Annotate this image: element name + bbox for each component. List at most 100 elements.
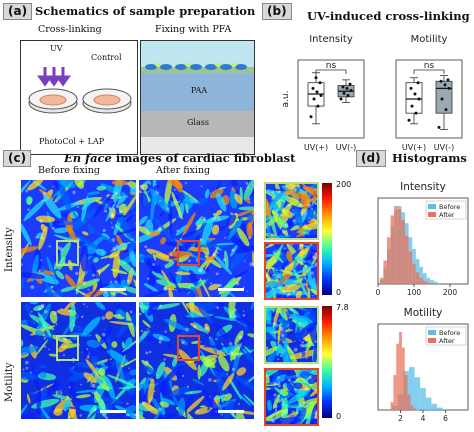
cell-fiber bbox=[168, 250, 193, 258]
speckle bbox=[208, 378, 212, 382]
speckle bbox=[290, 244, 294, 246]
speckle bbox=[52, 185, 54, 188]
cell-fiber bbox=[236, 313, 252, 321]
speckle bbox=[292, 219, 296, 223]
speckle bbox=[195, 363, 198, 365]
histogram-bar bbox=[405, 235, 409, 284]
cell-fiber bbox=[224, 250, 229, 269]
scale-bar bbox=[100, 410, 126, 413]
cell-fiber bbox=[34, 330, 44, 336]
cell-fiber bbox=[143, 283, 158, 292]
histogram-bar bbox=[430, 280, 434, 284]
cell-fiber bbox=[139, 290, 166, 297]
cell-fiber bbox=[153, 265, 163, 274]
speckle bbox=[142, 402, 146, 405]
cell-fiber bbox=[36, 385, 42, 416]
speckle bbox=[268, 255, 271, 257]
speckle bbox=[139, 312, 142, 316]
cell-fiber bbox=[266, 276, 287, 280]
data-point bbox=[447, 86, 451, 90]
speckle bbox=[101, 406, 104, 409]
cell-fiber bbox=[142, 401, 158, 415]
cell-fiber bbox=[175, 302, 191, 316]
speckle bbox=[169, 253, 173, 256]
histogram-bar bbox=[437, 283, 441, 284]
speckle bbox=[175, 200, 177, 203]
cell-fiber bbox=[280, 308, 285, 319]
cell-fiber bbox=[72, 209, 96, 231]
cell-fiber bbox=[95, 302, 106, 310]
cell-fiber bbox=[204, 189, 210, 199]
cell-fiber bbox=[110, 268, 128, 275]
data-point bbox=[414, 111, 418, 115]
boxplot-title: Motility bbox=[411, 34, 448, 45]
speckle bbox=[299, 244, 304, 247]
speckle bbox=[126, 182, 129, 186]
histogram-bar bbox=[433, 281, 438, 284]
uv-label: UV bbox=[50, 44, 63, 53]
cell-fiber bbox=[152, 254, 157, 261]
cell-fiber bbox=[299, 184, 317, 199]
data-point bbox=[314, 76, 318, 80]
speckle bbox=[146, 277, 150, 280]
cell-fiber bbox=[183, 395, 205, 415]
speckle bbox=[163, 338, 165, 340]
speckle bbox=[126, 402, 129, 405]
colorbar-intensity-min: 0 bbox=[336, 288, 342, 297]
cell-fiber bbox=[247, 213, 254, 223]
cell-fiber bbox=[39, 371, 47, 379]
speckle bbox=[68, 338, 71, 341]
cell-fiber bbox=[237, 227, 250, 247]
cell-fiber bbox=[98, 368, 106, 376]
cell-fiber bbox=[139, 410, 144, 418]
panel-b-letter: (b) bbox=[262, 3, 292, 20]
cell-fiber bbox=[310, 266, 314, 279]
cell-fiber bbox=[21, 413, 36, 419]
speckle bbox=[287, 378, 292, 382]
speckle bbox=[51, 226, 56, 231]
cell-fiber bbox=[304, 410, 313, 424]
cell-fiber bbox=[139, 412, 148, 419]
boxplot-area: Intensity a.u. ns UV(+) UV(-) Motility ns UV(+)… bbox=[281, 34, 463, 152]
data-point bbox=[339, 97, 343, 101]
speckle bbox=[86, 306, 88, 308]
cell-fiber bbox=[266, 380, 283, 385]
significance-bracket bbox=[315, 69, 347, 74]
speckle bbox=[148, 350, 152, 354]
speckle bbox=[300, 343, 304, 348]
speckle bbox=[271, 418, 275, 423]
speckle bbox=[242, 314, 246, 317]
cell-fiber bbox=[21, 339, 24, 347]
cell-fiber bbox=[293, 382, 303, 390]
cell-fiber bbox=[274, 386, 286, 397]
cell-fiber bbox=[185, 203, 189, 214]
speckle bbox=[273, 381, 277, 386]
data-point bbox=[410, 104, 414, 108]
speckle bbox=[242, 286, 245, 289]
speckle bbox=[115, 244, 119, 248]
category-label: UV(-) bbox=[434, 143, 454, 152]
cell-fiber bbox=[21, 272, 46, 279]
cell-fiber bbox=[227, 217, 244, 241]
histogram-bar bbox=[426, 282, 431, 284]
cell-fiber bbox=[37, 312, 52, 337]
speckle bbox=[314, 340, 317, 343]
data-point bbox=[444, 108, 448, 112]
roi-before-motility bbox=[56, 335, 79, 361]
histogram-bar bbox=[431, 403, 438, 410]
cell-fiber bbox=[302, 186, 317, 198]
roi-after-motility bbox=[177, 335, 200, 361]
histogram-bar bbox=[408, 367, 415, 410]
speckle bbox=[75, 271, 79, 276]
speckle bbox=[233, 308, 237, 312]
cell-fiber bbox=[197, 197, 208, 205]
cell-fiber bbox=[163, 364, 184, 383]
cell-fiber bbox=[74, 325, 83, 332]
speckle bbox=[247, 197, 251, 201]
speckle bbox=[163, 287, 168, 291]
speckle bbox=[282, 230, 286, 234]
speckle bbox=[92, 273, 95, 277]
speckle bbox=[313, 254, 317, 259]
speckle bbox=[212, 216, 216, 221]
cell-fiber bbox=[161, 398, 176, 406]
